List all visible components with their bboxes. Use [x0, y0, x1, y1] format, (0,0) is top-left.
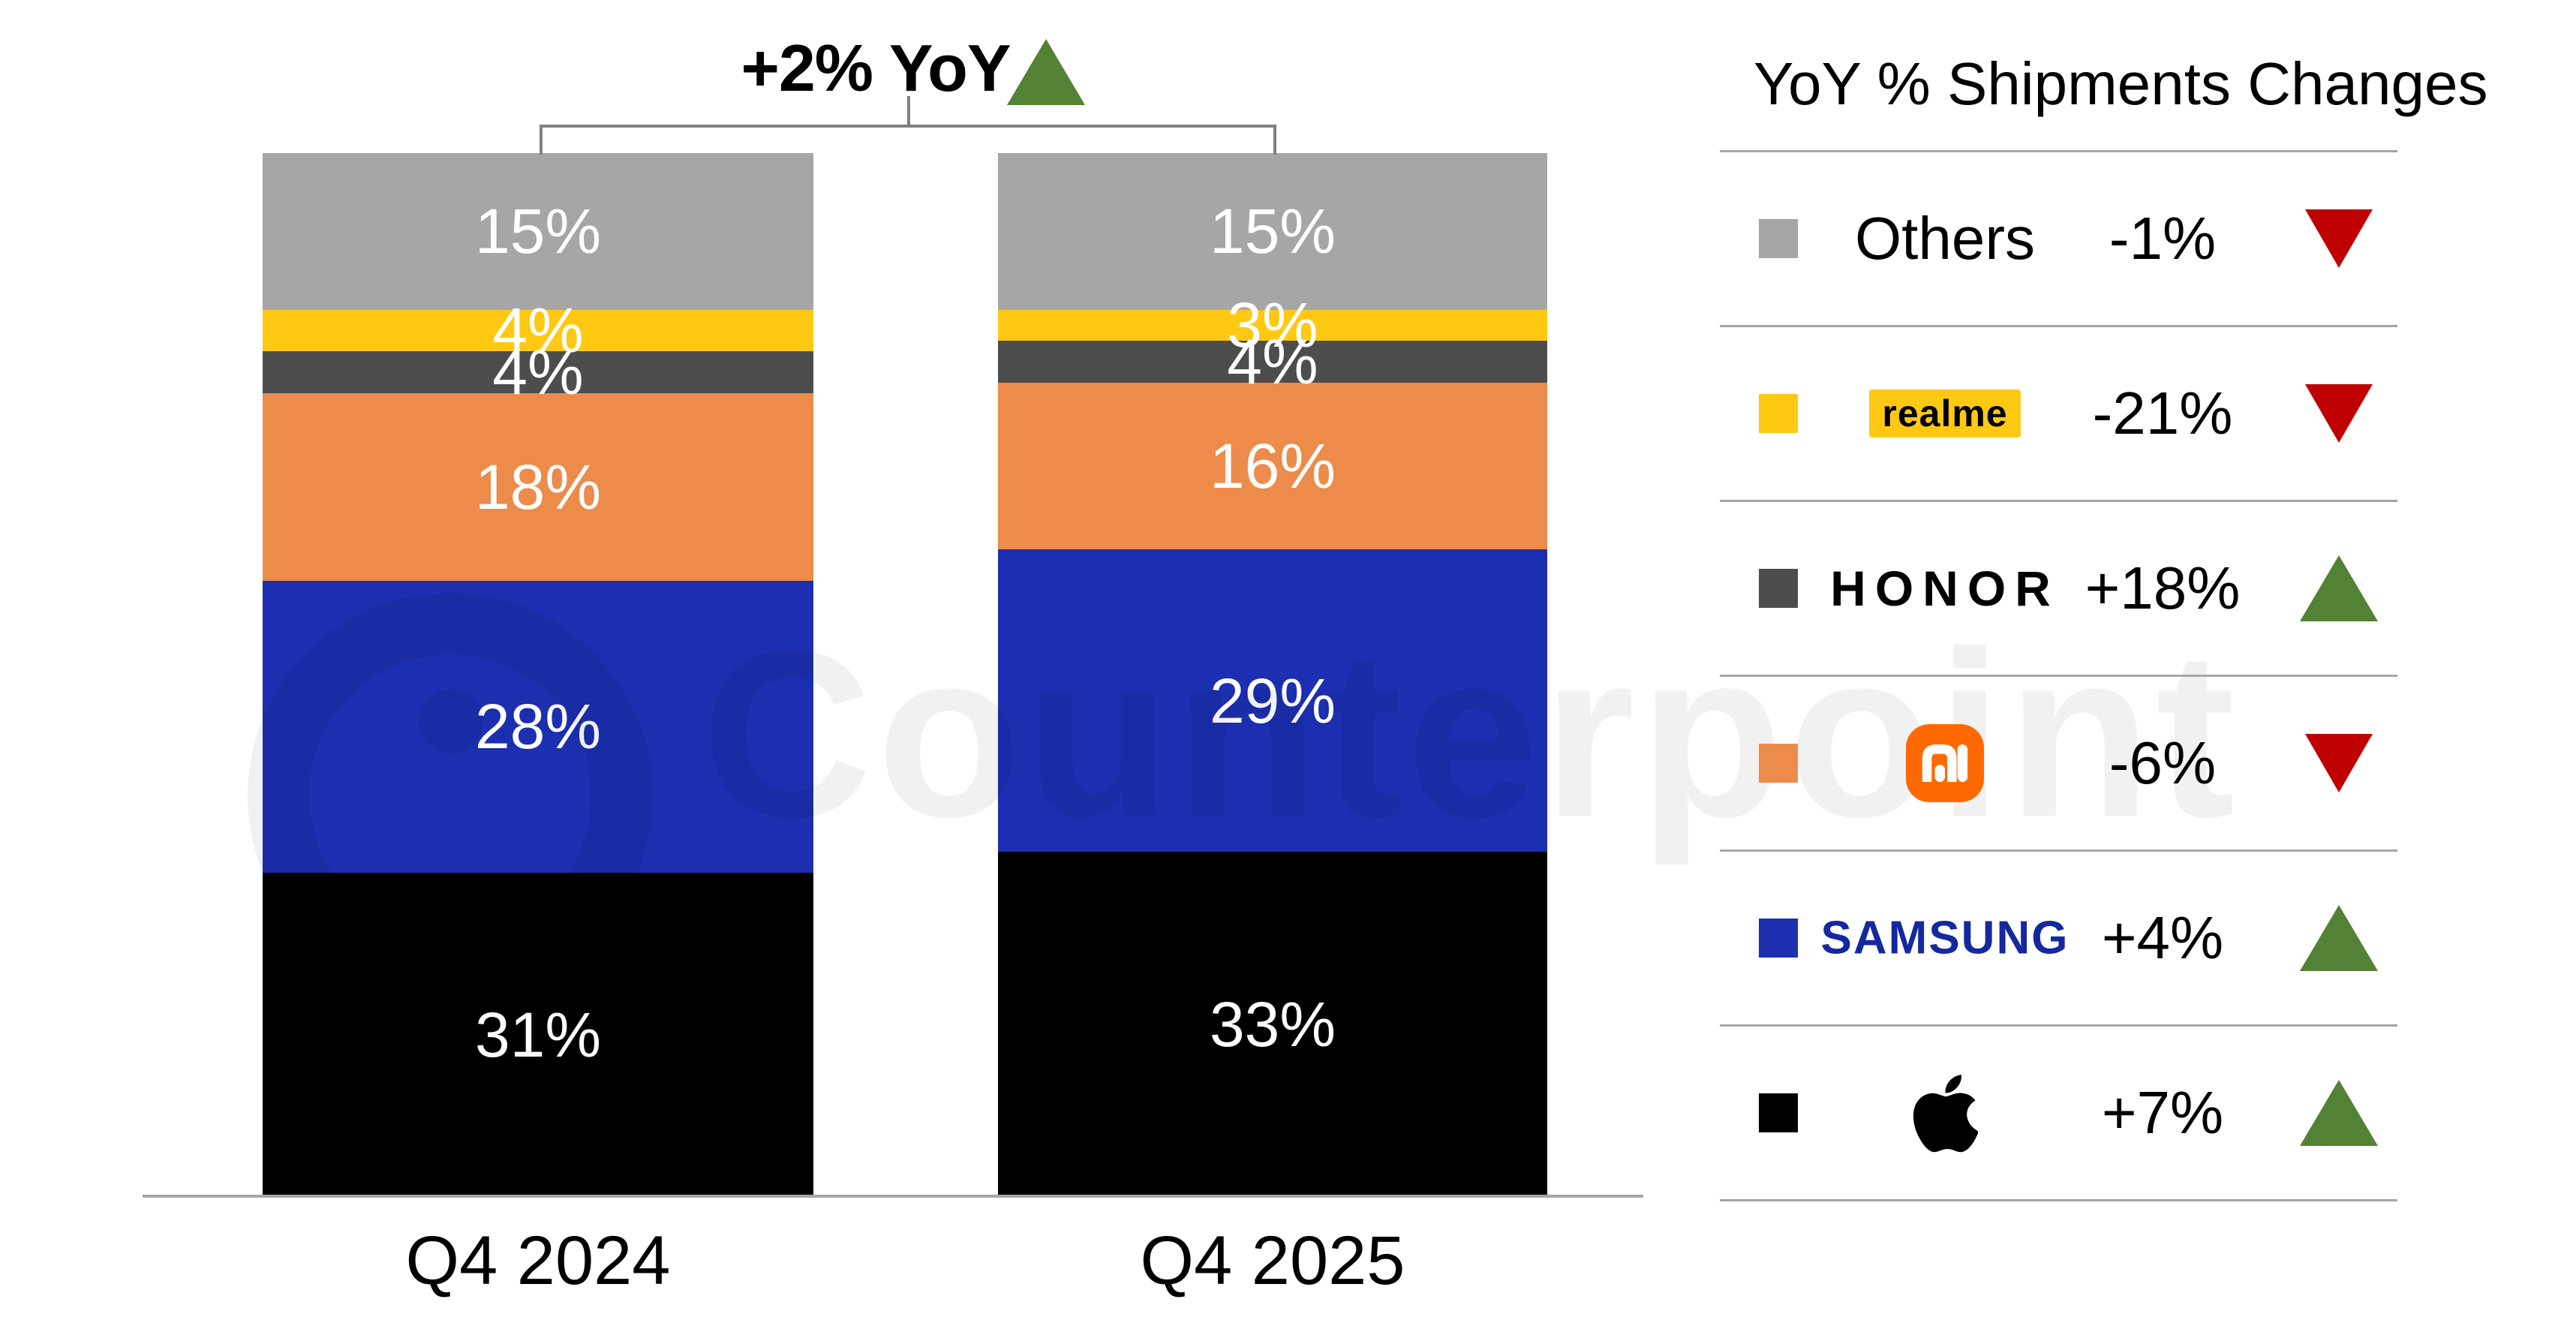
down-triangle-icon: [2290, 384, 2388, 443]
legend-swatch-xiaomi: [1759, 744, 1798, 783]
up-triangle-icon: [2290, 905, 2388, 971]
x-axis-label-q4-2025: Q4 2025: [1140, 1222, 1405, 1299]
legend-value-samsung: +4%: [2101, 904, 2224, 971]
bar-segment-samsung: 28%: [263, 580, 813, 873]
bracket-line: [540, 125, 543, 155]
bar-segment-apple: 33%: [998, 852, 1547, 1196]
bar-segment-value-label: 31%: [474, 999, 602, 1070]
bracket-line: [540, 125, 1276, 128]
bar-segment-value-label: 16%: [1209, 430, 1336, 501]
realme-logo: realme: [1810, 389, 2080, 437]
x-axis-line: [143, 1195, 1643, 1198]
legend-panel: YoY % Shipments Changes Others -1% realme -…: [1720, 0, 2487, 1317]
legend-value-honor: +18%: [2085, 555, 2241, 621]
bar-segment-value-label: 15%: [474, 196, 602, 267]
legend-divider: [1720, 849, 2397, 852]
honor-logo: HONOR: [1810, 560, 2080, 617]
legend-swatch-samsung: [1759, 919, 1798, 958]
realme-logo-badge: realme: [1869, 389, 2021, 437]
legend-row-apple: +7%: [1720, 1027, 2397, 1199]
bar-segment-realme: 4%: [263, 299, 813, 362]
legend-title: YoY % Shipments Changes: [1754, 50, 2488, 117]
legend-value-apple: +7%: [2101, 1079, 2224, 1146]
bar-segment-value-label: 18%: [474, 451, 602, 522]
bar-segment-others: 15%: [263, 153, 813, 310]
up-triangle-icon: [2290, 555, 2388, 621]
legend-row-realme: realme -21%: [1720, 327, 2397, 500]
legend-divider: [1720, 675, 2397, 677]
legend-label-others: Others: [1810, 204, 2080, 273]
bar-segment-value-label: 28%: [474, 691, 602, 762]
legend-value-others: -1%: [2109, 205, 2217, 272]
bar-segment-realme: 3%: [998, 293, 1547, 356]
down-triangle-icon: [2290, 734, 2388, 792]
bar-segment-others: 15%: [998, 153, 1547, 310]
bar-segment-apple: 31%: [263, 873, 813, 1196]
legend-divider: [1720, 325, 2397, 327]
bar-segment-value-label: 33%: [1209, 988, 1336, 1060]
samsung-logo: SAMSUNG: [1810, 912, 2080, 965]
legend-row-honor: HONOR +18%: [1720, 502, 2397, 675]
legend-divider: [1720, 500, 2397, 502]
bar-segment-honor: 4%: [998, 330, 1547, 393]
legend-swatch-others: [1759, 219, 1798, 258]
bar-segment-xiaomi: 16%: [998, 382, 1547, 550]
realme-logo-text: realme: [1882, 392, 2008, 434]
down-triangle-icon: [2290, 209, 2388, 268]
bracket-line: [907, 96, 910, 126]
bar-segment-value-label: 15%: [1209, 196, 1336, 267]
legend-value-realme: -21%: [2092, 380, 2233, 447]
bar-segment-value-label: 29%: [1209, 665, 1336, 736]
stacked-bar-q4-2025: 15% 3% 4% 16% 29% 33%: [998, 153, 1547, 1196]
bracket-line: [1273, 125, 1276, 155]
bar-segment-honor: 4%: [263, 341, 813, 404]
legend-row-others: Others -1%: [1720, 152, 2397, 325]
up-triangle-icon: [1007, 39, 1085, 105]
legend-row-xiaomi: -6%: [1720, 677, 2397, 849]
bar-segment-xiaomi: 18%: [263, 392, 813, 581]
legend-label-text: Others: [1854, 205, 2036, 272]
legend-value-xiaomi: -6%: [2109, 729, 2217, 796]
bar-segment-value-label: 4%: [492, 336, 584, 407]
xiaomi-mi-logo: [1810, 724, 2080, 802]
bar-segment-value-label: 4%: [1227, 326, 1318, 397]
x-axis-label-q4-2024: Q4 2024: [405, 1222, 671, 1299]
chart-title: +2% YoY: [741, 31, 1011, 105]
honor-logo-text: HONOR: [1830, 561, 2060, 616]
legend-divider: [1720, 1199, 2397, 1201]
stacked-bar-q4-2024: 15% 4% 4% 18% 28% 31%: [263, 153, 813, 1196]
samsung-logo-text: SAMSUNG: [1820, 912, 2070, 964]
legend-divider: [1720, 150, 2397, 152]
legend-swatch-apple: [1759, 1093, 1798, 1132]
apple-logo: [1810, 1069, 2080, 1156]
bar-segment-value-label: 4%: [492, 295, 584, 366]
bar-segment-value-label: 3%: [1227, 290, 1318, 361]
legend-divider: [1720, 1024, 2397, 1027]
legend-row-samsung: SAMSUNG +4%: [1720, 852, 2397, 1024]
legend-swatch-honor: [1759, 569, 1798, 608]
bar-segment-samsung: 29%: [998, 549, 1547, 852]
legend-swatch-realme: [1759, 394, 1798, 433]
up-triangle-icon: [2290, 1080, 2388, 1146]
